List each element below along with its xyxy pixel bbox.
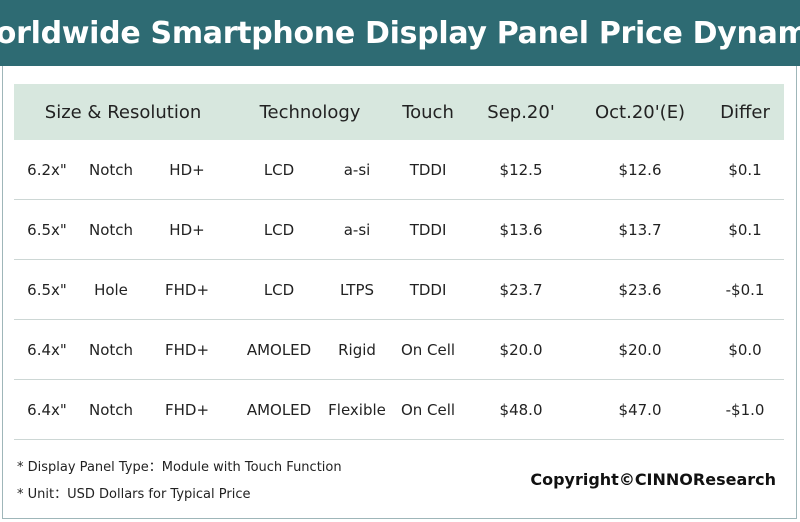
- table-cell: LCD: [232, 259, 327, 320]
- table-cell: $0.0: [706, 319, 785, 380]
- table-cell: FHD+: [142, 319, 233, 380]
- table-cell: Notch: [80, 140, 142, 200]
- table-cell: $20.0: [574, 319, 707, 380]
- table-cell: $48.0: [468, 379, 575, 440]
- table-cell: $0.1: [706, 140, 785, 200]
- table-cell: TDDI: [388, 199, 469, 260]
- table-cell: $13.6: [468, 199, 575, 260]
- table-cell: 6.4x": [14, 319, 80, 380]
- price-table: Size & Resolution Technology Touch Sep.20' O…: [14, 84, 785, 440]
- table-cell: Notch: [80, 379, 142, 440]
- table-cell: $47.0: [574, 379, 707, 440]
- table-cell: On Cell: [388, 379, 469, 440]
- table-cell: FHD+: [142, 379, 233, 440]
- table-cell: $13.7: [574, 199, 707, 260]
- table-cell: Rigid: [326, 319, 389, 380]
- table-cell: LCD: [232, 199, 327, 260]
- table-cell: 6.2x": [14, 140, 80, 200]
- table-body: 6.2x" Notch HD+ LCD a-si TDDI $12.5 $12.6 $0.1 6.…: [14, 140, 785, 440]
- table-row: 6.4x" Notch FHD+ AMOLED Flexible On Cell $48.0…: [14, 379, 785, 440]
- column-header: Differ: [706, 84, 785, 140]
- page-title: Worldwide Smartphone Display Panel Price…: [0, 15, 800, 51]
- table-frame: [2, 66, 797, 519]
- table-cell: HD+: [142, 199, 233, 260]
- table-cell: FHD+: [142, 259, 233, 320]
- table-cell: On Cell: [388, 319, 469, 380]
- table-cell: $12.5: [468, 140, 575, 200]
- footnote-unit: * Unit：USD Dollars for Typical Price: [17, 487, 251, 502]
- table-cell: LCD: [232, 140, 327, 200]
- table-cell: $23.6: [574, 259, 707, 320]
- table-row: 6.2x" Notch HD+ LCD a-si TDDI $12.5 $12.6 $0.1: [14, 140, 785, 200]
- table-cell: -$1.0: [706, 379, 785, 440]
- table-cell: 6.5x": [14, 259, 80, 320]
- table-cell: LTPS: [326, 259, 389, 320]
- column-header: Touch: [388, 84, 469, 140]
- table-cell: $12.6: [574, 140, 707, 200]
- table-cell: 6.5x": [14, 199, 80, 260]
- table-cell: HD+: [142, 140, 233, 200]
- table-cell: a-si: [326, 199, 389, 260]
- table-cell: 6.4x": [14, 379, 80, 440]
- column-header: Oct.20'(E): [574, 84, 707, 140]
- footnotes: * Display Panel Type：Module with Touch F…: [17, 454, 342, 508]
- header-row: Size & Resolution Technology Touch Sep.20' O…: [14, 84, 785, 140]
- title-bar: Worldwide Smartphone Display Panel Price…: [0, 0, 800, 66]
- table-cell: $23.7: [468, 259, 575, 320]
- column-header: Technology: [232, 84, 389, 140]
- table-cell: $0.1: [706, 199, 785, 260]
- table-cell: TDDI: [388, 259, 469, 320]
- table-cell: Notch: [80, 319, 142, 380]
- table-cell: $20.0: [468, 319, 575, 380]
- column-header: Size & Resolution: [14, 84, 233, 140]
- table-row: 6.5x" Notch HD+ LCD a-si TDDI $13.6 $13.7 $0.1: [14, 199, 785, 260]
- table-cell: -$0.1: [706, 259, 785, 320]
- copyright-text: Copyright©CINNOResearch: [530, 470, 776, 489]
- table-cell: a-si: [326, 140, 389, 200]
- footnote-panel-type: * Display Panel Type：Module with Touch F…: [17, 460, 342, 475]
- column-header: Sep.20': [468, 84, 575, 140]
- table-cell: Notch: [80, 199, 142, 260]
- table-row: 6.4x" Notch FHD+ AMOLED Rigid On Cell $20.0 $20…: [14, 319, 785, 380]
- table-row: 6.5x" Hole FHD+ LCD LTPS TDDI $23.7 $23.6 -$0.1: [14, 259, 785, 320]
- table-cell: AMOLED: [232, 319, 327, 380]
- table-cell: Hole: [80, 259, 142, 320]
- table-cell: AMOLED: [232, 379, 327, 440]
- table-cell: Flexible: [326, 379, 389, 440]
- table-cell: TDDI: [388, 140, 469, 200]
